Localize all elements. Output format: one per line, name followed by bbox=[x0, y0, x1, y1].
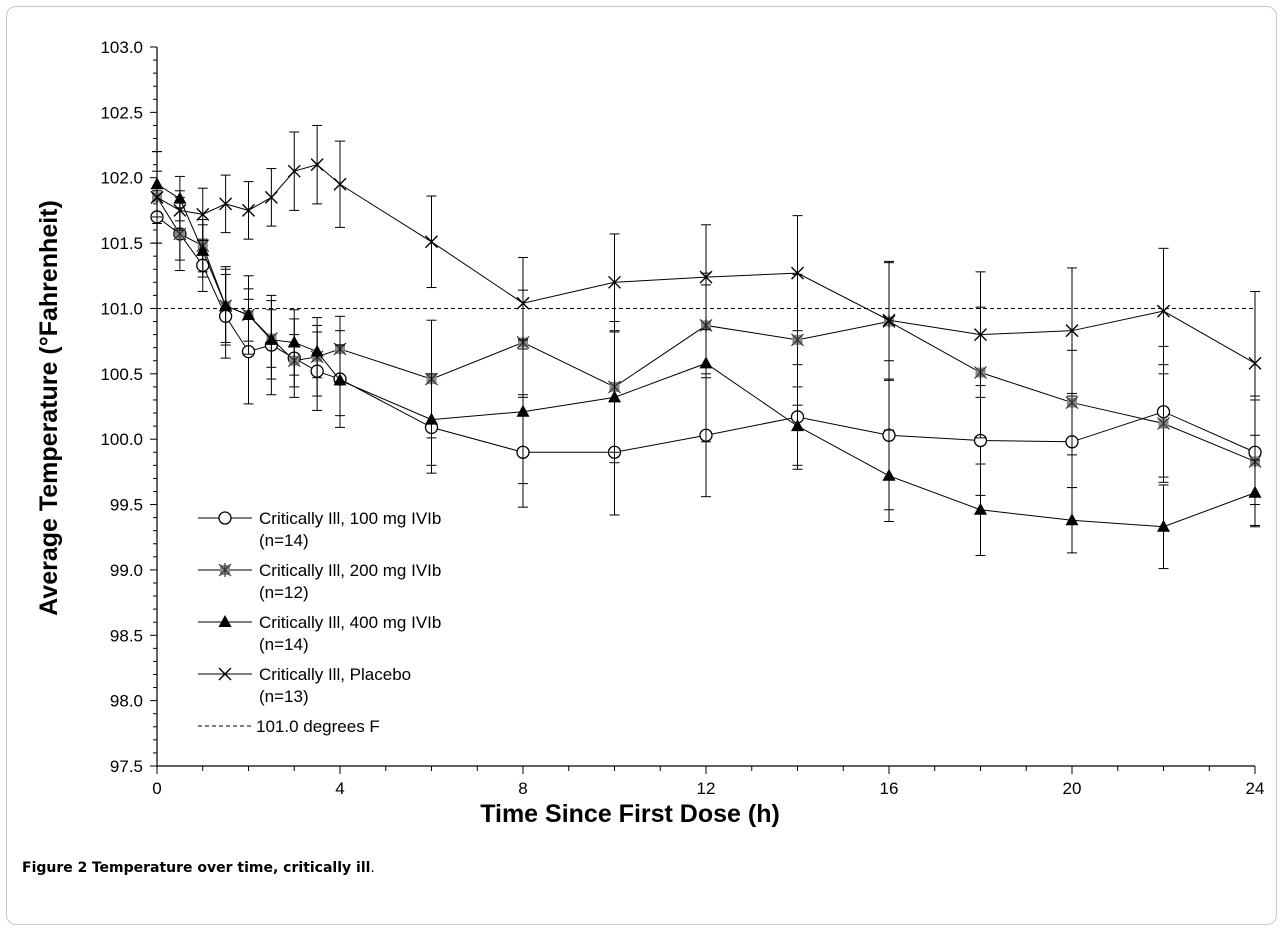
data-point bbox=[1248, 356, 1262, 370]
legend-label: Critically Ill, 200 mg IVIb bbox=[259, 561, 441, 580]
legend-label: Critically Ill, 100 mg IVIb bbox=[259, 509, 441, 528]
data-point bbox=[791, 419, 804, 432]
y-tick-label: 98.5 bbox=[110, 626, 143, 645]
data-point bbox=[287, 164, 301, 178]
x-tick-label: 4 bbox=[335, 779, 344, 798]
x-tick-label: 0 bbox=[152, 779, 161, 798]
y-tick-label: 100.0 bbox=[100, 430, 143, 449]
data-point bbox=[425, 235, 438, 249]
legend-label: Critically Ill, Placebo bbox=[259, 665, 411, 684]
y-axis-label: Average Temperature (°Fahrenheit) bbox=[35, 200, 63, 616]
data-point bbox=[608, 275, 621, 289]
legend-label: (n=14) bbox=[259, 531, 309, 550]
x-tick-label: 24 bbox=[1246, 779, 1265, 798]
y-tick-label: 102.0 bbox=[100, 169, 143, 188]
caption-text: Temperature over time, critically ill bbox=[91, 860, 371, 876]
legend-label: Critically Ill, 400 mg IVIb bbox=[259, 613, 441, 632]
data-point bbox=[1065, 513, 1079, 526]
legend-label: 101.0 degrees F bbox=[256, 717, 380, 736]
y-tick-label: 100.5 bbox=[100, 365, 143, 384]
data-point bbox=[1157, 304, 1170, 318]
legend-marker bbox=[218, 511, 232, 525]
data-point bbox=[264, 332, 278, 345]
data-point bbox=[333, 177, 347, 191]
y-tick-label: 103.0 bbox=[100, 38, 143, 57]
data-point bbox=[264, 190, 278, 204]
data-point bbox=[242, 307, 255, 320]
y-tick-label: 97.5 bbox=[110, 757, 143, 776]
data-point bbox=[242, 203, 255, 217]
data-point bbox=[425, 412, 438, 425]
legend-marker bbox=[218, 615, 232, 627]
data-point bbox=[608, 390, 621, 403]
legend-label: (n=12) bbox=[259, 583, 309, 602]
x-tick-label: 8 bbox=[518, 779, 527, 798]
data-point bbox=[882, 313, 896, 327]
data-point bbox=[516, 296, 530, 310]
caption-end: . bbox=[370, 860, 375, 876]
data-point-cross bbox=[1157, 416, 1170, 431]
data-point bbox=[287, 335, 301, 348]
data-point bbox=[974, 328, 987, 342]
data-point-cross bbox=[791, 332, 804, 347]
data-point bbox=[219, 298, 233, 311]
data-point bbox=[882, 468, 896, 481]
y-tick-label: 101.5 bbox=[100, 234, 143, 253]
data-point bbox=[196, 207, 210, 221]
chart-axes: 97.5 98.0 98.5 99.0 99.5 100.0 100.5 101.0 101.5… bbox=[100, 38, 1264, 798]
data-point bbox=[1157, 519, 1170, 532]
x-axis-label: Time Since First Dose (h) bbox=[480, 800, 780, 828]
y-tick-label: 98.0 bbox=[110, 692, 143, 711]
y-tick-label: 99.0 bbox=[110, 561, 143, 580]
data-point bbox=[219, 197, 233, 211]
series-3 bbox=[150, 151, 1262, 570]
data-point bbox=[516, 404, 530, 417]
data-point bbox=[791, 266, 804, 280]
legend-label: (n=14) bbox=[259, 635, 309, 654]
legend-marker-cross bbox=[218, 563, 232, 577]
data-point bbox=[699, 356, 713, 369]
legend-marker bbox=[218, 667, 232, 681]
data-point bbox=[310, 344, 324, 357]
data-point bbox=[333, 373, 347, 386]
data-point bbox=[974, 502, 987, 515]
data-point bbox=[1065, 324, 1079, 338]
x-tick-label: 12 bbox=[697, 779, 716, 798]
y-tick-label: 102.5 bbox=[100, 103, 143, 122]
series-group bbox=[150, 124, 1262, 570]
y-tick-label: 101.0 bbox=[100, 299, 143, 318]
legend-label: (n=13) bbox=[259, 687, 309, 706]
data-point bbox=[150, 190, 164, 204]
series-4 bbox=[150, 124, 1262, 436]
x-tick-label: 20 bbox=[1063, 779, 1082, 798]
caption-label: Figure 2 bbox=[22, 860, 88, 876]
figure-frame bbox=[6, 6, 1277, 925]
data-point bbox=[310, 158, 324, 172]
data-point bbox=[173, 203, 187, 217]
figure-caption: Figure 2 Temperature over time, critical… bbox=[22, 860, 375, 876]
data-point bbox=[196, 243, 210, 256]
y-tick-label: 99.5 bbox=[110, 496, 143, 515]
x-tick-label: 16 bbox=[880, 779, 899, 798]
legend: Critically Ill, 100 mg IVIb (n=14) Critica… bbox=[198, 509, 441, 736]
data-point bbox=[699, 270, 713, 284]
data-point-cross bbox=[1065, 395, 1079, 410]
data-point bbox=[1248, 485, 1262, 498]
